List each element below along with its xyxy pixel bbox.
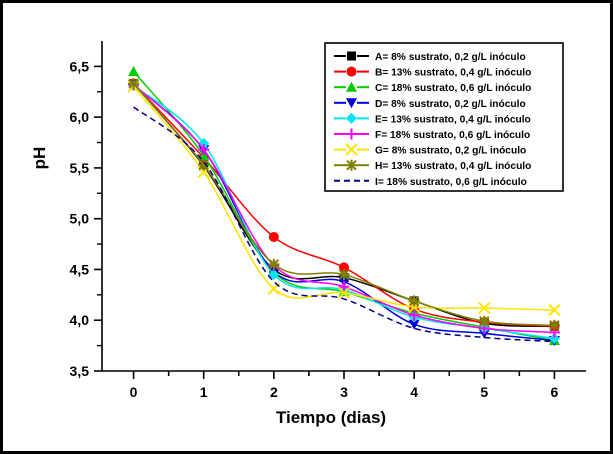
cross-marker bbox=[337, 286, 351, 300]
legend-label-E: E= 13% sustrato, 0,4 g/L inóculo bbox=[375, 114, 531, 125]
asterisk-marker bbox=[479, 316, 490, 327]
y-tick-label: 3,5 bbox=[70, 363, 90, 379]
data-point-H bbox=[338, 269, 350, 281]
data-point-E bbox=[268, 269, 280, 281]
x-tick-label: 1 bbox=[200, 384, 208, 400]
data-point-H bbox=[408, 295, 420, 307]
triangle-up-marker bbox=[128, 65, 140, 76]
data-point-G bbox=[548, 303, 561, 317]
data-point-F bbox=[408, 309, 420, 321]
series-line-I bbox=[133, 106, 555, 343]
x-tick-label: 3 bbox=[340, 384, 348, 400]
legend-marker-C bbox=[346, 81, 357, 92]
asterisk-marker bbox=[268, 259, 280, 270]
legend-label-H: H= 13% sustrato, 0,4 g/L inóculo bbox=[375, 161, 531, 172]
data-point-F bbox=[338, 281, 350, 293]
cross-marker bbox=[478, 301, 491, 315]
legend-marker-H bbox=[346, 159, 357, 171]
x-axis-title: Tiempo (dias) bbox=[276, 408, 386, 427]
data-point-H bbox=[548, 319, 560, 331]
asterisk-marker bbox=[198, 159, 209, 171]
data-point-B bbox=[268, 231, 279, 242]
asterisk-marker bbox=[346, 159, 357, 171]
data-point-D bbox=[478, 328, 490, 339]
legend-item-H[interactable]: H= 13% sustrato, 0,4 g/L inóculo bbox=[334, 159, 531, 173]
legend-label-C: C= 18% sustrato, 0,6 g/L inóculo bbox=[375, 83, 531, 94]
legend-marker-B bbox=[346, 66, 357, 77]
data-point-H bbox=[478, 315, 490, 327]
legend-item-I[interactable]: I= 18% sustrato, 0,6 g/L inóculo bbox=[334, 177, 527, 188]
legend-label-I: I= 18% sustrato, 0,6 g/L inóculo bbox=[375, 177, 527, 188]
data-point-E bbox=[548, 333, 560, 345]
legend-marker-E bbox=[346, 112, 357, 124]
circle-marker bbox=[346, 66, 357, 77]
legend-item-C[interactable]: C= 18% sustrato, 0,6 g/L inóculo bbox=[334, 81, 531, 95]
data-point-G bbox=[478, 301, 491, 315]
data-point-C bbox=[128, 65, 140, 76]
legend-label-G: G= 8% sustrato, 0,2 g/L inóculo bbox=[375, 146, 526, 157]
legend-marker-G bbox=[345, 143, 358, 156]
asterisk-marker bbox=[338, 269, 350, 280]
legend-marker-A bbox=[347, 51, 356, 61]
y-tick-label: 4,0 bbox=[70, 312, 90, 328]
data-point-G bbox=[337, 286, 351, 300]
legend-label-D: D= 8% sustrato, 0,2 g/L inóculo bbox=[375, 99, 526, 110]
data-point-H bbox=[198, 159, 210, 171]
circle-marker bbox=[268, 231, 279, 242]
legend-item-F[interactable]: F= 18% sustrato, 0,6 g/L inóculo bbox=[334, 128, 530, 142]
cross-marker bbox=[345, 143, 358, 156]
legend-marker-F bbox=[346, 128, 357, 140]
cross-marker bbox=[548, 303, 561, 317]
y-tick-label: 6,0 bbox=[70, 109, 90, 125]
legend-item-A[interactable]: A= 8% sustrato, 0,2 g/L inóculo bbox=[334, 51, 526, 64]
triangle-down-marker bbox=[408, 319, 420, 330]
series-H bbox=[128, 78, 560, 331]
y-tick-label: 4,5 bbox=[70, 261, 90, 277]
x-tick-label: 0 bbox=[130, 384, 138, 400]
legend-item-D[interactable]: D= 8% sustrato, 0,2 g/L inóculo bbox=[334, 98, 526, 110]
asterisk-marker bbox=[549, 320, 560, 331]
data-point-H bbox=[128, 78, 140, 90]
legend-label-A: A= 8% sustrato, 0,2 g/L inóculo bbox=[375, 52, 526, 63]
circle-marker bbox=[339, 262, 349, 273]
y-tick-label: 6,5 bbox=[70, 58, 90, 74]
data-point-F bbox=[198, 144, 210, 156]
legend-label-B: B= 13% sustrato, 0,4 g/L inóculo bbox=[375, 68, 531, 79]
x-tick-label: 5 bbox=[480, 384, 488, 400]
y-tick-label: 5,5 bbox=[70, 160, 90, 176]
square-marker bbox=[347, 51, 356, 61]
x-tick-label: 6 bbox=[551, 384, 559, 400]
asterisk-marker bbox=[408, 295, 420, 307]
legend-marker-D bbox=[346, 98, 357, 109]
legend-box bbox=[324, 42, 564, 192]
triangle-up-marker bbox=[346, 81, 357, 92]
series-I bbox=[133, 106, 555, 343]
y-axis-title: pH bbox=[30, 147, 49, 170]
legend-item-E[interactable]: E= 13% sustrato, 0,4 g/L inóculo bbox=[334, 112, 531, 126]
legend: A= 8% sustrato, 0,2 g/L inóculo B= 13% su… bbox=[324, 42, 564, 192]
legend-item-G[interactable]: G= 8% sustrato, 0,2 g/L inóculo bbox=[334, 143, 526, 157]
diamond-marker bbox=[548, 333, 560, 345]
diamond-marker bbox=[268, 269, 280, 281]
ph-vs-time-line-chart: 3,5 4,0 4,5 5,0 5,5 6,0 6,5 0 1 2 3 4 5 6 Tiempo (dias… bbox=[3, 3, 610, 451]
x-tick-label: 4 bbox=[410, 384, 418, 400]
triangle-down-marker bbox=[478, 328, 490, 339]
data-point-D bbox=[408, 319, 420, 330]
legend-label-F: F= 18% sustrato, 0,6 g/L inóculo bbox=[375, 130, 530, 141]
y-tick-label: 5,0 bbox=[70, 211, 90, 227]
x-tick-label: 2 bbox=[270, 384, 278, 400]
data-point-H bbox=[268, 258, 280, 270]
chart-svg: 3,5 4,0 4,5 5,0 5,5 6,0 6,5 0 1 2 3 4 5 6 Tiempo (dias… bbox=[30, 41, 586, 427]
diamond-marker bbox=[346, 112, 357, 124]
data-point-B bbox=[339, 262, 349, 273]
legend-item-B[interactable]: B= 13% sustrato, 0,4 g/L inóculo bbox=[334, 66, 531, 79]
asterisk-marker bbox=[128, 78, 139, 89]
triangle-down-marker bbox=[346, 98, 357, 109]
